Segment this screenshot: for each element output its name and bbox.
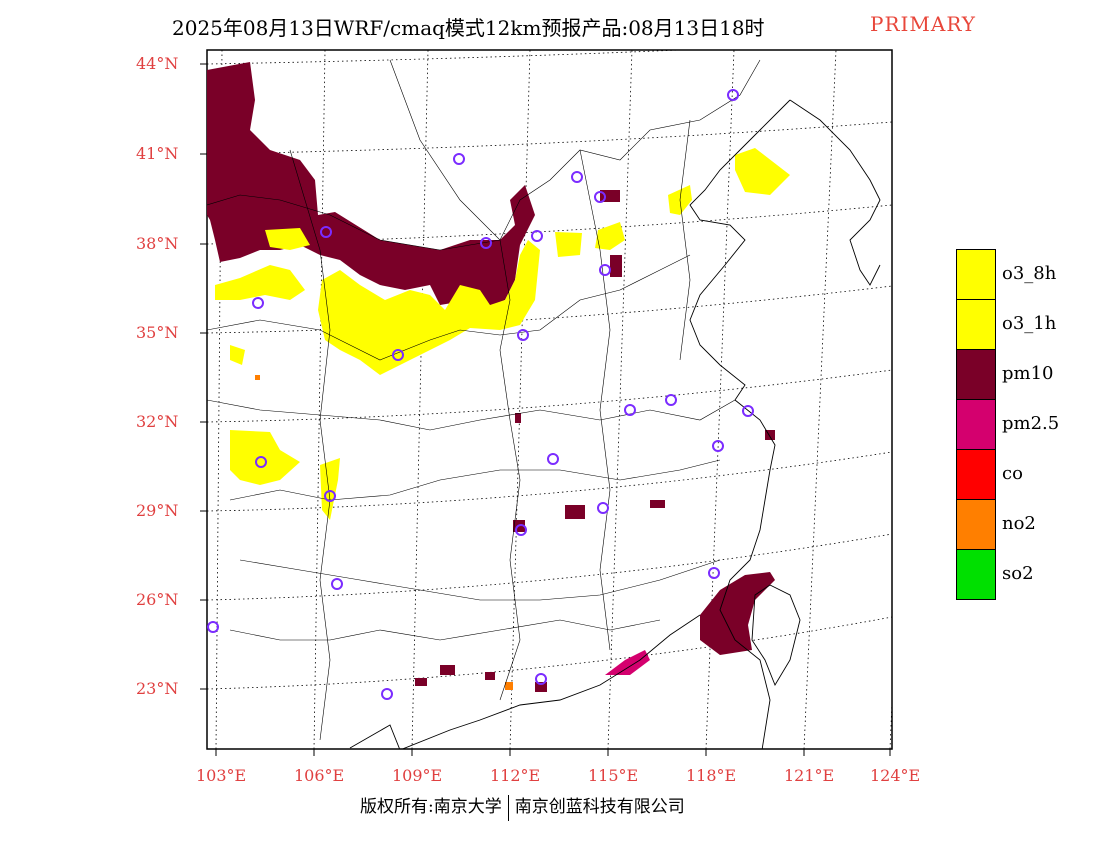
map-frame [206, 49, 893, 750]
legend-label: pm2.5 [1002, 413, 1060, 434]
lat-label: 44°N [136, 54, 179, 73]
pm25-region-south [605, 650, 650, 675]
legend-item-pm25: pm2.5 [956, 399, 1100, 450]
no2-spot [255, 375, 513, 690]
legend-item-o3-1h: o3_1h [956, 299, 1100, 350]
legend-label: so2 [1002, 563, 1034, 584]
lon-label: 103°E [196, 766, 247, 785]
scattered-pm-cells [415, 190, 775, 692]
lat-label: 23°N [136, 679, 179, 698]
title-main: 2025年08月13日WRF/cmaq模式12km预报产品:08月13日18时 [172, 16, 765, 40]
legend-swatch [956, 349, 996, 400]
lat-label: 32°N [136, 412, 179, 431]
legend-swatch [956, 549, 996, 600]
legend-swatch [956, 399, 996, 450]
axis-ticks [200, 63, 891, 756]
lon-label: 124°E [870, 766, 921, 785]
legend-label: co [1002, 463, 1023, 484]
coastline [349, 99, 881, 749]
legend-label: o3_1h [1002, 313, 1057, 334]
lon-label: 109°E [392, 766, 443, 785]
lat-label: 38°N [136, 234, 179, 253]
legend-label: pm10 [1002, 363, 1054, 384]
legend-label: o3_8h [1002, 263, 1057, 284]
legend-item-so2: so2 [956, 549, 1100, 600]
legend-item-no2: no2 [956, 499, 1100, 550]
pm10-region-taiwan-strait [700, 572, 775, 655]
o3-region-north [215, 148, 790, 520]
legend-swatch [956, 449, 996, 500]
station-markers [207, 89, 754, 700]
graticule-lat [207, 50, 892, 690]
legend-item-pm10: pm10 [956, 349, 1100, 400]
lat-label: 29°N [136, 501, 179, 520]
legend-swatch [956, 249, 996, 300]
lon-label: 118°E [686, 766, 737, 785]
legend-swatch [956, 299, 996, 350]
lon-label: 106°E [294, 766, 345, 785]
lat-label: 35°N [136, 323, 179, 342]
title-mode: PRIMARY [870, 12, 976, 36]
legend-swatch [956, 499, 996, 550]
copyright-footer: 版权所有:南京大学 南京创蓝科技有限公司 [360, 792, 685, 821]
footer-right: 南京创蓝科技有限公司 [514, 797, 685, 817]
legend-item-co: co [956, 449, 1100, 500]
lon-label: 121°E [784, 766, 835, 785]
legend-item-o3-8h: o3_8h [956, 249, 1100, 300]
lat-label: 41°N [136, 144, 179, 163]
footer-left: 版权所有:南京大学 [360, 797, 502, 817]
legend-label: no2 [1002, 513, 1036, 534]
lon-label: 112°E [490, 766, 541, 785]
footer-separator [507, 794, 509, 821]
lon-label: 115°E [588, 766, 639, 785]
province-borders [207, 59, 761, 741]
pollutant-legend: o3_8h o3_1h pm10 pm2.5 co no2 so2 [956, 249, 1100, 600]
lat-label: 26°N [136, 590, 179, 609]
